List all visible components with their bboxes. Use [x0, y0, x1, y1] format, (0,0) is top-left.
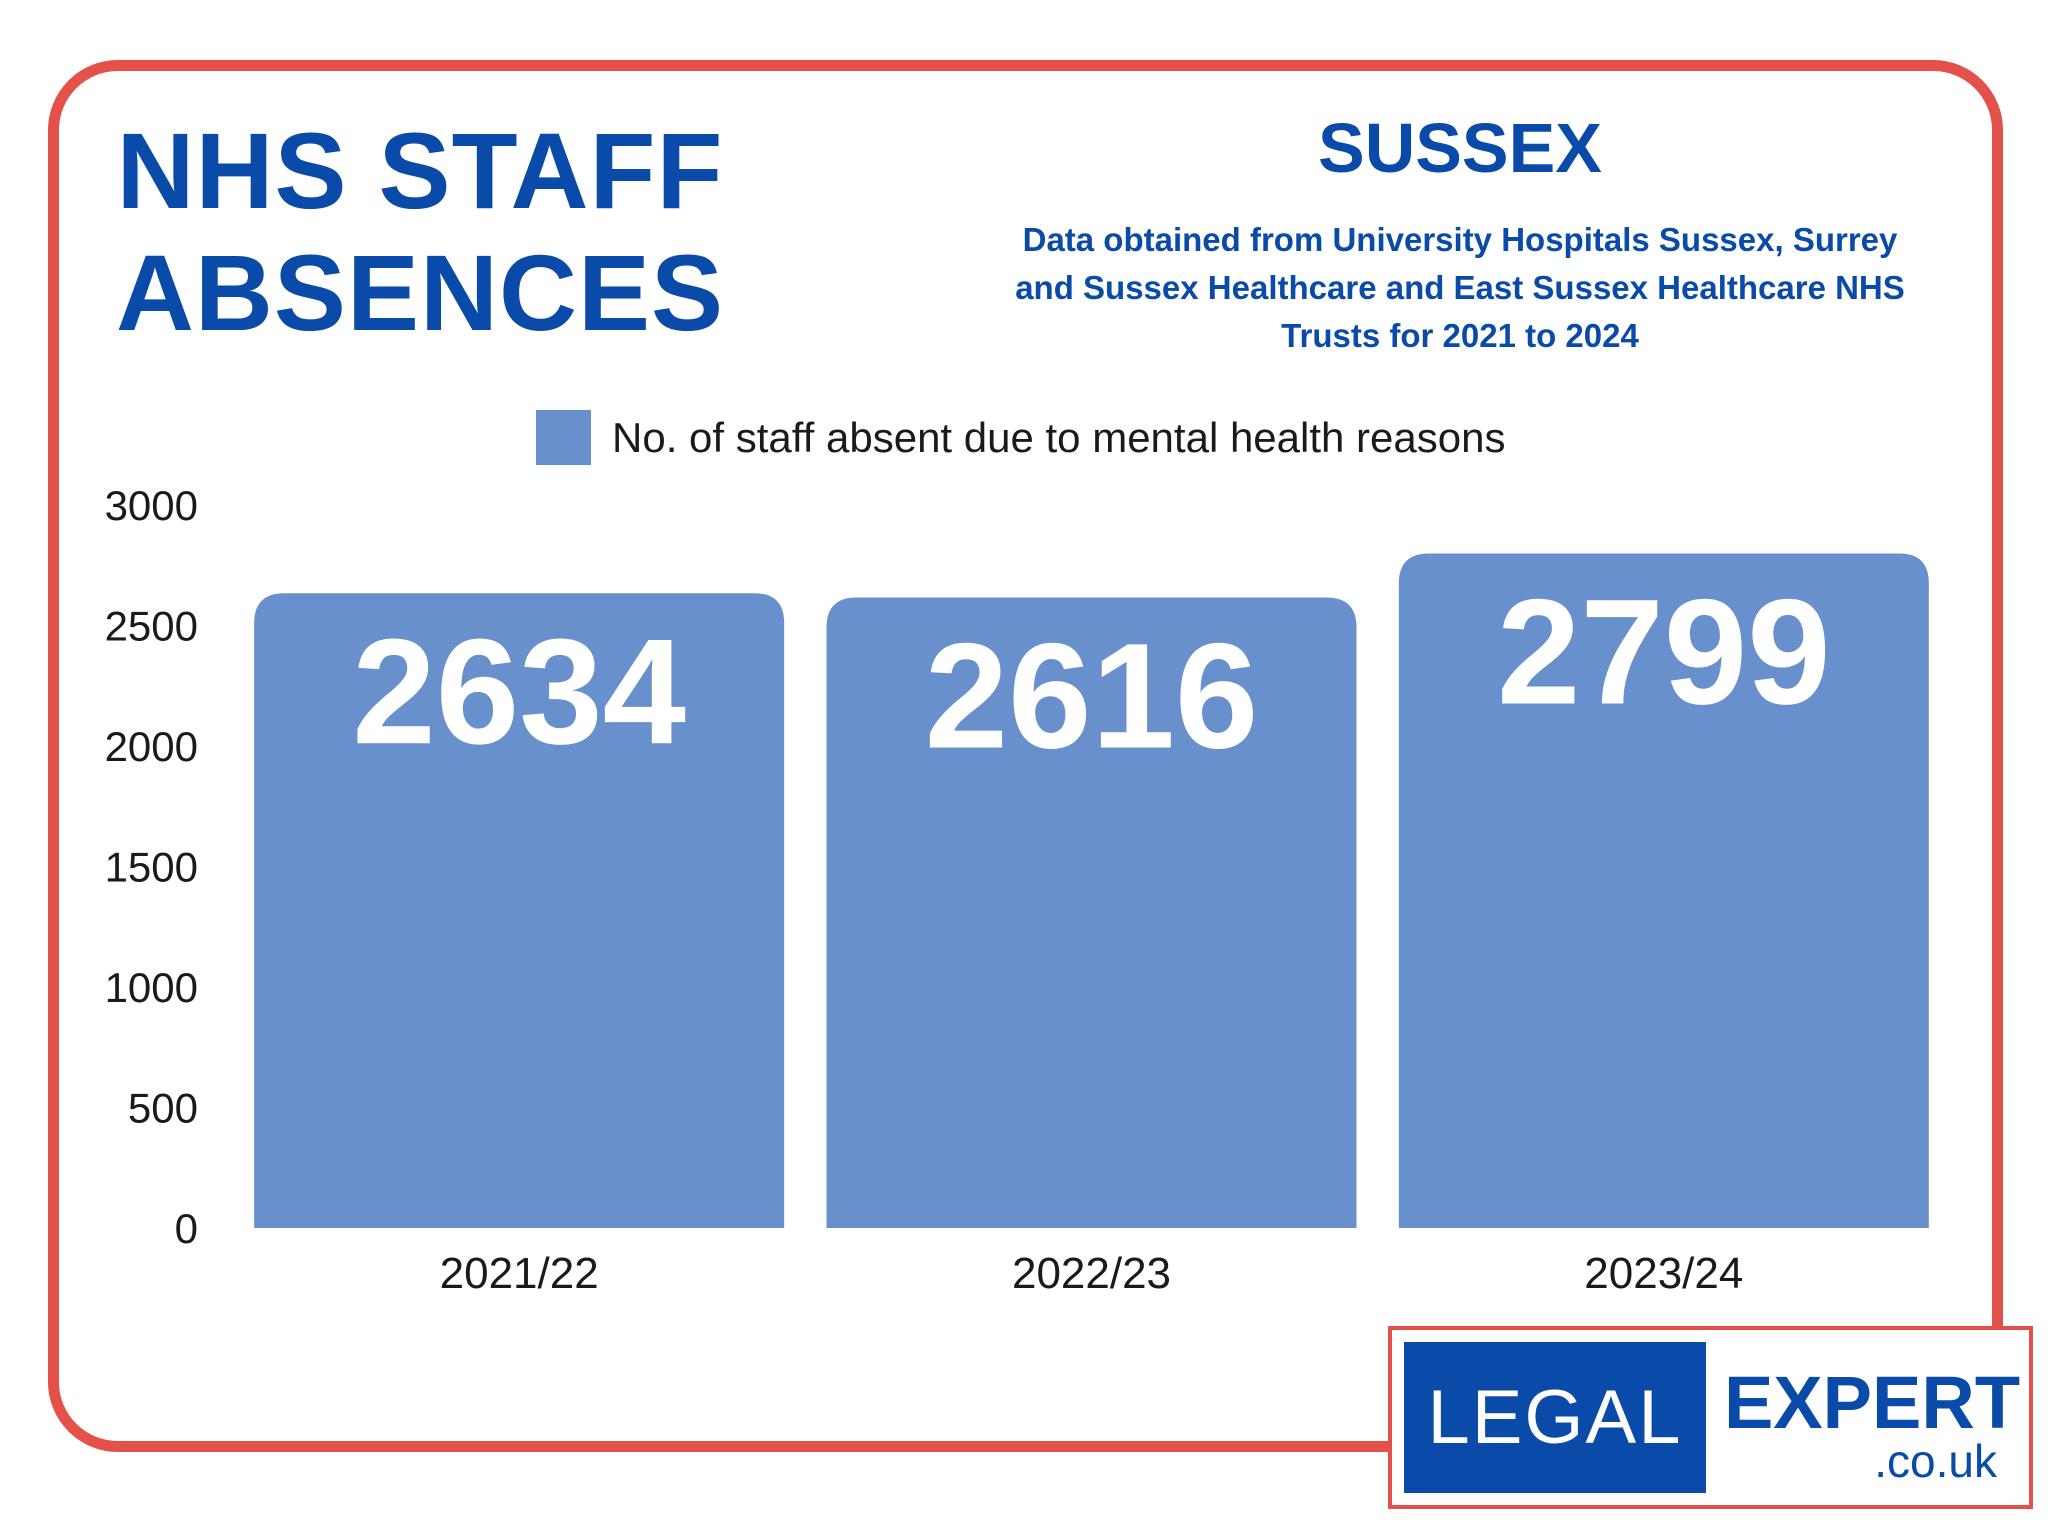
main-title-line-1: NHS STAFF: [116, 110, 724, 231]
y-axis-ticks: 0 500 1000 1500 2000 2500 3000: [105, 482, 198, 1252]
subtitle-line-2: and Sussex Healthcare and East Sussex He…: [1015, 269, 1905, 306]
y-tick-label: 1500: [105, 844, 198, 891]
main-title-line-2: ABSENCES: [115, 232, 725, 353]
x-category-label: 2021/22: [440, 1249, 599, 1298]
x-category-label: 2022/23: [1012, 1249, 1171, 1298]
logo-right-text: EXPERT: [1723, 1361, 2021, 1444]
y-tick-label: 1000: [105, 964, 198, 1011]
main-title: NHS STAFF ABSENCES: [100, 110, 740, 354]
y-tick-label: 2500: [105, 603, 198, 650]
bar-value-label: 2634: [352, 607, 686, 775]
x-category-label: 2023/24: [1584, 1249, 1743, 1298]
legend-label: No. of staff absent due to mental health…: [612, 414, 1505, 461]
subtitle: Data obtained from University Hospitals …: [970, 216, 1950, 360]
y-tick-label: 3000: [105, 482, 198, 529]
card-frame: [48, 60, 2003, 1452]
logo-left-text: LEGAL: [1404, 1342, 1706, 1493]
logo-domain-text: .co.uk: [1874, 1435, 1997, 1487]
x-axis-labels: 2021/22 2022/23 2023/24: [440, 1249, 1744, 1298]
y-tick-label: 500: [128, 1085, 198, 1132]
y-tick-label: 0: [175, 1205, 198, 1252]
region-title: SUSSEX: [1318, 109, 1602, 187]
bar-2021-22: [254, 593, 785, 1228]
subtitle-line-3: Trusts for 2021 to 2024: [1281, 317, 1639, 354]
bar-value-label: 2799: [1497, 567, 1831, 735]
bars: [254, 553, 1929, 1228]
data-labels: 2634 2616 2799: [352, 567, 1830, 779]
bar-2022-23: [826, 597, 1357, 1228]
bar-value-label: 2616: [925, 612, 1259, 780]
chart-legend: No. of staff absent due to mental health…: [536, 410, 1505, 465]
y-tick-label: 2000: [105, 723, 198, 770]
subtitle-line-1: Data obtained from University Hospitals …: [1022, 221, 1898, 258]
legend-swatch: [536, 410, 591, 465]
bar-2023-24: [1398, 553, 1929, 1228]
legal-expert-logo: LEGAL EXPERT .co.uk: [1388, 1326, 2033, 1509]
